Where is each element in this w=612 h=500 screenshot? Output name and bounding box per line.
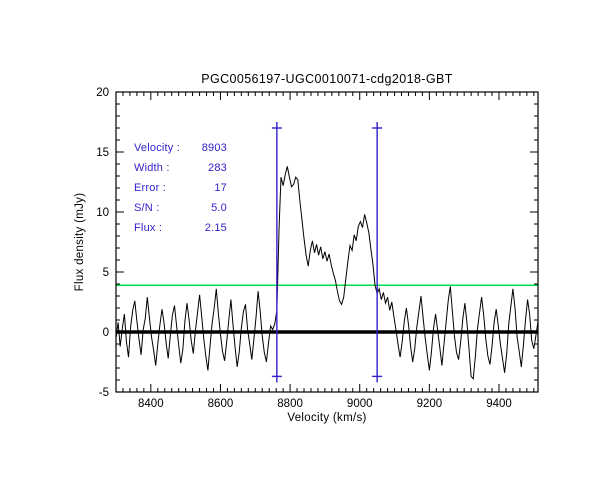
annotation-value: 17: [214, 182, 227, 194]
x-tick-label: 8400: [138, 398, 164, 410]
annotation-row: Flux : 2.15: [134, 218, 227, 238]
plot-frame: [115, 91, 539, 393]
annotation-row: Error : 17: [134, 178, 227, 198]
annotation-value: 8903: [201, 142, 227, 154]
y-axis-label: Flux density (mJy): [74, 192, 86, 292]
x-tick-label: 8800: [277, 398, 303, 410]
y-tick-label: -5: [99, 387, 109, 399]
plot-title: PGC0056197-UGC0010071-cdg2018-GBT: [201, 72, 453, 86]
annotation-label: Velocity :: [134, 142, 181, 154]
x-tick-label: 9000: [347, 398, 373, 410]
y-tick-label: 0: [103, 327, 109, 339]
fit-annotation-block: Velocity : 8903 Width : 283 Error : 17 S/N : 5.…: [134, 138, 227, 238]
x-tick-label: 9400: [486, 398, 512, 410]
annotation-label: Error :: [134, 182, 166, 194]
annotation-label: Width :: [134, 162, 170, 174]
annotation-row: Width : 283: [134, 158, 227, 178]
x-tick-label: 8600: [208, 398, 234, 410]
annotation-row: Velocity : 8903: [134, 138, 227, 158]
annotation-value: 283: [208, 162, 227, 174]
x-tick-label: 9200: [417, 398, 443, 410]
spectrum-line: [115, 166, 539, 381]
y-tick-label: 10: [96, 207, 109, 219]
x-axis-label: Velocity (km/s): [287, 412, 367, 424]
annotation-row: S/N : 5.0: [134, 198, 227, 218]
y-tick-label: 15: [96, 147, 109, 159]
annotation-value: 2.15: [204, 222, 227, 234]
axis-ticks: [116, 91, 538, 393]
signal-marker: [271, 122, 282, 383]
annotation-value: 5.0: [211, 202, 227, 214]
y-tick-label: 5: [103, 267, 109, 279]
signal-marker: [372, 122, 383, 383]
y-tick-label: 20: [96, 87, 109, 99]
annotation-label: S/N :: [134, 202, 160, 214]
annotation-label: Flux :: [134, 222, 163, 234]
